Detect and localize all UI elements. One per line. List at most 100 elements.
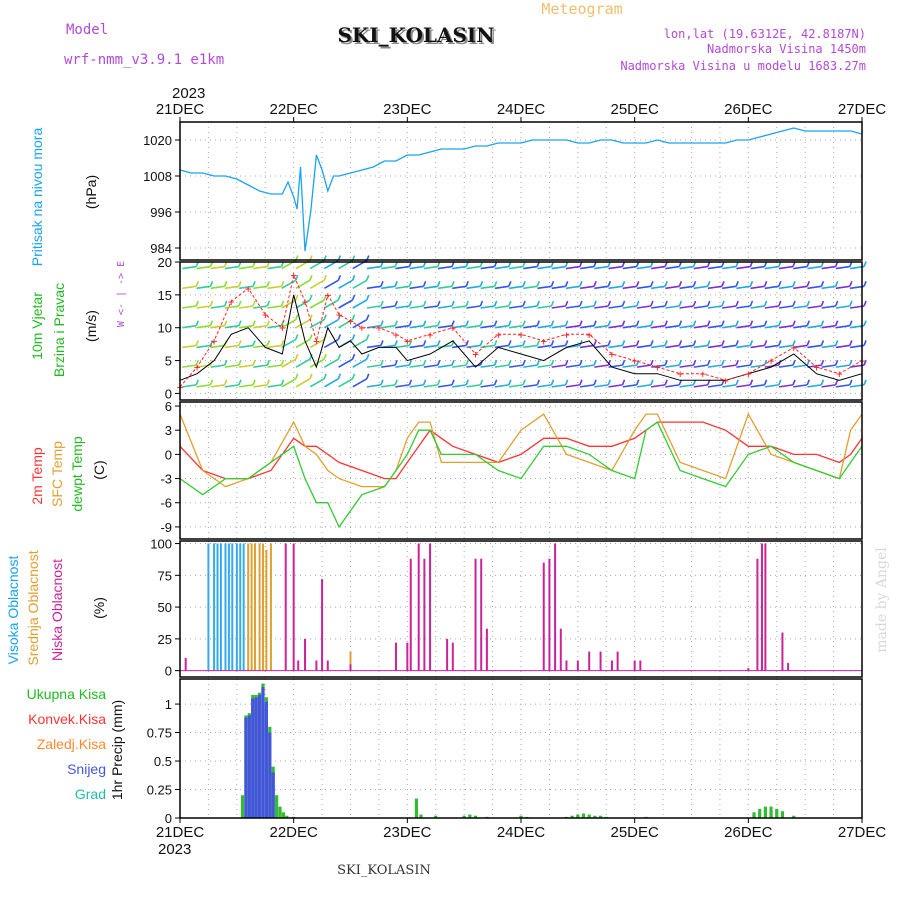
wind-barb-flag (508, 300, 512, 307)
wind-barb-flag (508, 379, 512, 386)
x-tick-label-top: 21DEC (156, 101, 205, 118)
precip-total-bar (752, 812, 756, 818)
wind-barb-flag (820, 359, 825, 366)
wind-gust-marker: + (427, 328, 434, 341)
wind-barb (508, 285, 524, 290)
wind-barb-flag (337, 334, 342, 340)
wind-barb (182, 344, 197, 349)
wind-barb-flag (266, 340, 271, 346)
wind-barb-flag (323, 314, 327, 321)
wind-barb-flag (366, 294, 370, 301)
wind-barb-flag (394, 340, 398, 346)
wind-barb-flag (635, 320, 640, 327)
precip-total-bar (285, 815, 289, 818)
wind-barb (807, 265, 822, 270)
wind-barb-flag (280, 280, 285, 287)
precip-total-bar (581, 813, 586, 818)
wind-barb-flag (394, 379, 398, 386)
wind-barb (238, 364, 254, 368)
wind-barb-flag (650, 340, 654, 346)
wind-barb (707, 305, 723, 309)
wind-ylabel-sub: Brzina i Pravac (51, 283, 67, 377)
wind-barb (835, 344, 850, 349)
wind-barb (395, 324, 410, 329)
wind-barb-flag (252, 320, 256, 327)
wind-barb-flag (422, 300, 427, 307)
wind-barb-flag (664, 340, 668, 346)
x-tick-label-bottom: 26DEC (724, 824, 773, 841)
wind-barb-flag (621, 340, 626, 346)
wind-barb (537, 324, 552, 329)
wind-barb (224, 344, 240, 349)
model-name: wrf-nmm_v3.9.1 e1km (64, 52, 224, 68)
y-tick-label: 0 (165, 386, 172, 401)
station-title-shadow: SKI_KOLASIN (339, 25, 496, 49)
wind-gust-marker: + (790, 341, 797, 354)
wind-barb (466, 285, 481, 290)
x-tick-label-bottom: 23DEC (383, 824, 432, 841)
wind-barb (764, 344, 779, 349)
wind-barb (309, 319, 325, 329)
wind-barb (608, 344, 623, 349)
wind-barb-flag (692, 340, 697, 346)
temp-unit: (C) (91, 460, 107, 479)
wind-barb (253, 265, 268, 270)
wind-barb (764, 285, 779, 290)
wind-barb-flag (678, 300, 683, 307)
year-top: 2023 (172, 85, 205, 102)
wind-barb-flag (536, 320, 541, 327)
wind-barb (679, 305, 694, 309)
wind-barb (381, 285, 396, 290)
y-tick-label: -3 (160, 472, 172, 487)
wind-barb-flag (323, 274, 327, 281)
wind-barb (182, 384, 197, 388)
wind-barb (494, 344, 509, 349)
wind-barb (622, 344, 637, 349)
wind-compass: W <- | -> E (116, 261, 127, 327)
wind-barb-flag (863, 320, 867, 327)
wind-barb-flag (266, 280, 271, 287)
wind-barb-flag (621, 379, 626, 386)
wind-barb (565, 285, 581, 290)
wind-barb (537, 384, 552, 388)
wind-barb-flag (408, 300, 413, 307)
wind-barb (480, 305, 495, 309)
wind-barb-flag (351, 314, 356, 321)
x-tick-label-bottom: 21DEC (156, 824, 205, 841)
wind-barb (764, 384, 779, 388)
wind-barb-flag (621, 280, 626, 287)
wind-barb-flag (465, 359, 469, 366)
wind-barb (423, 344, 438, 349)
wind-barb (651, 265, 666, 270)
wind-barb (807, 344, 822, 349)
wind-barb (210, 324, 225, 329)
wind-barb (821, 324, 836, 329)
wind-barb-flag (238, 340, 242, 346)
wind-barb (707, 364, 723, 368)
wind-barb (409, 384, 424, 388)
x-tick-label-top: 24DEC (497, 101, 546, 118)
wind-barb (366, 305, 382, 309)
wind-gust-marker: + (262, 309, 269, 322)
wind-barb (693, 285, 708, 290)
wind-barb-flag (863, 340, 867, 346)
wind-barb (594, 324, 609, 329)
wind-barb-flag (593, 280, 597, 287)
wind-barb-flag (749, 340, 754, 346)
wind-barb (338, 299, 353, 309)
wind-barb (565, 364, 581, 368)
wind-barb-flag (337, 353, 342, 360)
wind-barb-flag (664, 359, 668, 366)
wind-barb-flag (465, 379, 469, 386)
wind-barb (323, 279, 339, 289)
wind-barb (224, 364, 240, 368)
wind-barb (679, 364, 694, 368)
wind-gust-marker: + (654, 361, 661, 374)
wind-barb-flag (593, 300, 597, 307)
precip-total-bar (598, 815, 603, 818)
wind-barb-flag (252, 300, 256, 307)
wind-barb-flag (664, 379, 668, 386)
wind-barb (210, 305, 225, 309)
wind-barb-flag (849, 379, 853, 386)
